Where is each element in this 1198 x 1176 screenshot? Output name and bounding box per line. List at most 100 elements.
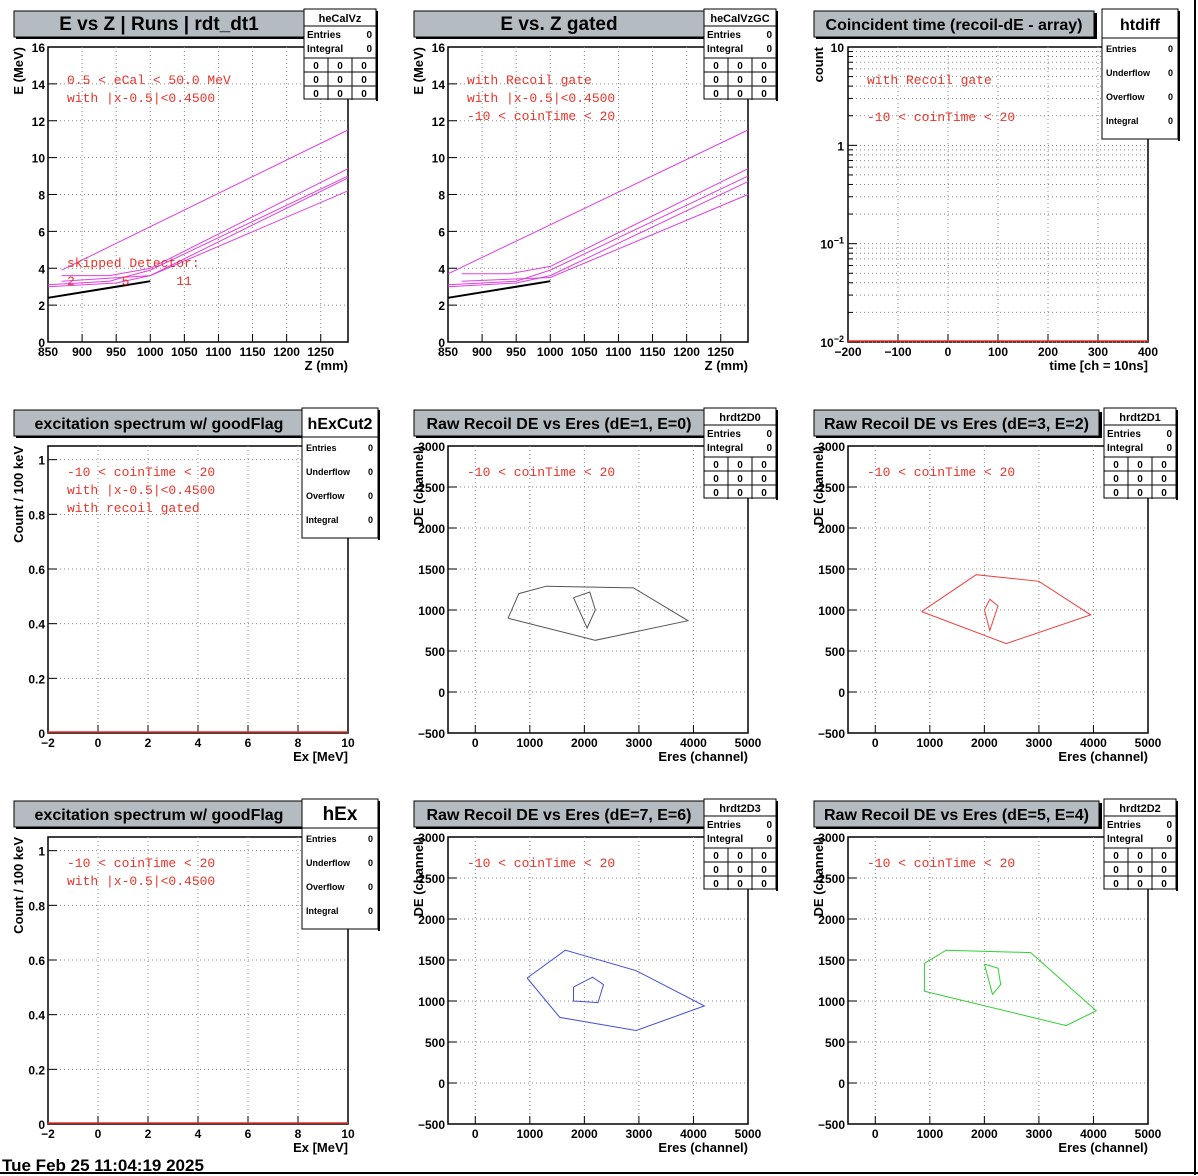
stats-row-value: 0 [766, 443, 772, 454]
y-tick-label: 10 [831, 41, 845, 55]
stats-grid-cell: 0 [1113, 851, 1119, 862]
annotation-text: -10 < coinTime < 20 [467, 856, 615, 871]
x-tick-label: 4000 [680, 736, 707, 750]
y-tick-label: 3000 [818, 831, 845, 845]
x-tick-label: 8 [295, 736, 302, 750]
y-axis-label: DE (channel) [811, 446, 826, 525]
x-tick-label: 0 [872, 1127, 879, 1141]
y-tick-label: 0.6 [28, 954, 45, 968]
x-tick-label: 1000 [516, 1127, 543, 1141]
stats-shadow [1176, 801, 1178, 891]
stats-row-value: 0 [366, 44, 372, 55]
x-tick-label: 2000 [971, 1127, 998, 1141]
x-tick-label: 950 [506, 345, 526, 359]
x-tick-label: 1150 [240, 345, 266, 359]
stats-row-label: Entries [306, 834, 337, 844]
y-tick-label: −500 [418, 1118, 445, 1132]
stats-row-label: Underflow [1106, 68, 1151, 78]
annotation-text: with |x-0.5|<0.4500 [467, 91, 615, 106]
stats-grid-cell: 0 [1137, 851, 1143, 862]
y-tick-label: 500 [825, 645, 845, 659]
y-tick-label: 0.2 [28, 672, 45, 686]
stats-grid-cell: 0 [713, 488, 719, 499]
stats-row-label: Integral [306, 515, 339, 525]
x-tick-label: 850 [438, 345, 458, 359]
stats-row-label: Entries [307, 30, 341, 41]
stats-grid-cell: 0 [761, 75, 767, 86]
title-shadow [416, 37, 706, 39]
title-shadow [816, 37, 1096, 39]
y-tick-label: 0 [438, 336, 445, 350]
x-axis-label: time [ch = 10ns] [1049, 358, 1148, 373]
stats-grid-cell: 0 [1161, 460, 1167, 471]
x-tick-label: 4000 [1080, 1127, 1107, 1141]
stats-row-value: 0 [368, 834, 373, 844]
stats-grid-cell: 0 [1137, 865, 1143, 876]
stats-row-label: Integral [306, 906, 339, 916]
x-tick-label: 1200 [273, 345, 300, 359]
plot-frame [847, 46, 1149, 343]
stats-grid-cell: 0 [737, 879, 743, 890]
x-tick-label: 1250 [707, 345, 734, 359]
x-tick-label: 2 [145, 736, 152, 750]
stats-row-value: 0 [368, 858, 373, 868]
stats-grid-cell: 0 [737, 865, 743, 876]
y-tick-label: 0 [38, 336, 45, 350]
chart-title: E vs. Z gated [500, 14, 617, 35]
stats-grid-cell: 0 [313, 61, 319, 72]
title-shadow [16, 827, 306, 829]
stats-row-label: Integral [1107, 834, 1143, 845]
stats-grid-cell: 0 [713, 879, 719, 890]
stats-grid-cell: 0 [713, 474, 719, 485]
stats-grid-cell: 0 [737, 474, 743, 485]
x-axis-label: Z (mm) [305, 358, 348, 373]
x-tick-label: 400 [1138, 345, 1158, 359]
stats-box [303, 8, 377, 100]
stats-name: hExCut2 [308, 416, 373, 433]
stats-row-label: Overflow [306, 491, 346, 501]
y-tick-label: 0 [38, 727, 45, 741]
stats-box [703, 8, 777, 100]
x-tick-label: 1250 [307, 345, 334, 359]
y-tick-label: 0.8 [28, 899, 45, 913]
y-tick-label: 0.8 [28, 508, 45, 522]
stats-grid-cell: 0 [761, 879, 767, 890]
stats-row-value: 0 [1166, 443, 1172, 454]
stats-row-value: 0 [766, 820, 772, 831]
stats-grid-cell: 0 [761, 488, 767, 499]
stats-row-label: Overflow [306, 882, 346, 892]
y-tick-label: 0 [438, 1077, 445, 1091]
annotation-text: -10 < coinTime < 20 [467, 465, 615, 480]
x-tick-label: 3000 [626, 736, 653, 750]
data-series [461, 194, 749, 282]
chart-title: Raw Recoil DE vs Eres (dE=5, E=4) [824, 807, 1089, 824]
stats-shadow [378, 410, 380, 540]
y-tick-label: 0.4 [28, 618, 45, 632]
plot-frame [847, 445, 1149, 734]
y-tick-label: 1000 [818, 604, 845, 618]
stats-row-label: Entries [707, 820, 741, 831]
y-tick-label: −500 [418, 727, 445, 741]
x-tick-label: 1100 [605, 345, 631, 359]
title-shadow [816, 436, 1101, 438]
y-axis-label: DE (channel) [411, 837, 426, 916]
stats-grid-cell: 0 [761, 865, 767, 876]
stats-row-value: 0 [1168, 68, 1173, 78]
stats-row-label: Overflow [1106, 92, 1146, 102]
y-tick-label: 10−2 [820, 334, 844, 350]
title-shadow [1099, 803, 1102, 829]
data-series [573, 591, 596, 630]
stats-row-label: Underflow [306, 467, 351, 477]
data-series [923, 949, 1098, 1027]
stats-grid-cell: 0 [737, 75, 743, 86]
stats-grid-cell: 0 [1161, 879, 1167, 890]
title-shadow [1099, 412, 1102, 438]
y-tick-label: 2000 [818, 913, 845, 927]
stats-name: heCalVzGC [710, 13, 769, 25]
stats-grid-cell: 0 [361, 89, 367, 100]
timestamp-footer: Tue Feb 25 11:04:19 2025 [2, 1156, 204, 1175]
stats-grid-cell: 0 [713, 75, 719, 86]
data-series [61, 190, 349, 282]
y-tick-label: 2 [38, 299, 45, 313]
x-tick-label: 0 [945, 345, 952, 359]
